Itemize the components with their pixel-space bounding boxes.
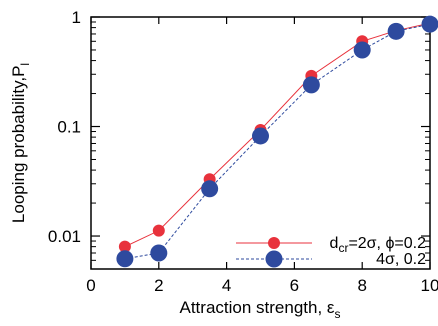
legend-label-1-rest: =2σ, ϕ=0.2 (348, 235, 426, 252)
x-axis-title-main: Attraction strength, ε (180, 298, 335, 317)
x-axis-title: Attraction strength, εs (180, 298, 341, 321)
legend-label-1-symbol: d (330, 235, 339, 252)
legend-label-1: dcr=2σ, ϕ=0.2 (330, 235, 427, 255)
x-tick-label-8: 8 (357, 276, 366, 295)
x-tick-label-10: 10 (421, 276, 438, 295)
x-axis-title-subscript: s (334, 307, 340, 321)
series-2-line (124, 23, 431, 260)
y-axis-title-subscript: l (18, 63, 32, 66)
series-2-point-5 (302, 76, 320, 94)
y-tick-label-0.1: 0.1 (57, 118, 81, 137)
legend: dcr=2σ, ϕ=0.24σ, 0.2 (236, 235, 426, 268)
x-tick-label-6: 6 (290, 276, 299, 295)
series-2-point-4 (252, 127, 269, 145)
y-axis-title-main: Looping probability,P (9, 66, 28, 224)
legend-label-2: 4σ, 0.2 (376, 251, 426, 268)
y-tick-label-1: 1 (72, 8, 81, 27)
legend-marker-1 (268, 237, 280, 249)
y-axis-title: Looping probability,Pl (9, 63, 32, 223)
series-2-point-1 (116, 250, 134, 268)
axis-tick-labels: 0 2 4 6 8 10 0.01 0.1 1 (48, 8, 438, 295)
series-2-point-2 (150, 244, 168, 262)
series-1-line (124, 22, 431, 248)
series-2-point-8 (421, 15, 438, 33)
x-tick-label-2: 2 (154, 276, 163, 295)
legend-label-1-subscript: cr (338, 241, 348, 255)
series-lines (124, 22, 431, 260)
y-tick-label-0.01: 0.01 (48, 227, 81, 246)
legend-marker-2 (265, 250, 283, 268)
series-1-point-2 (152, 224, 165, 237)
x-tick-label-4: 4 (222, 276, 231, 295)
x-tick-label-0: 0 (86, 276, 95, 295)
series-2-point-6 (353, 41, 371, 59)
series-2-point-7 (387, 22, 405, 40)
series-points (116, 15, 438, 268)
series-2-point-3 (201, 180, 219, 198)
series-1-point-1 (118, 240, 131, 253)
